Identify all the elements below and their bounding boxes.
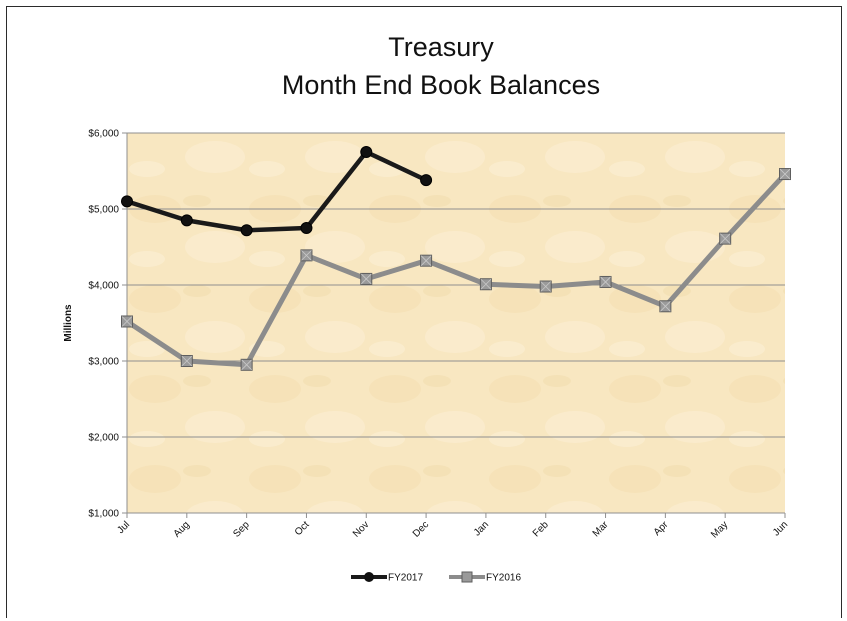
series-fy2017: [121, 146, 433, 237]
x-tick-label: Nov: [351, 519, 371, 539]
marker-bevel: [181, 355, 193, 367]
x-tick-label: Jan: [472, 519, 491, 538]
data-point: [180, 214, 193, 227]
x-tick-labels: Jul Aug Sep Oct Nov Dec Jan Feb Mar Apr May Jun: [115, 519, 790, 541]
series-line: [126, 149, 428, 233]
x-tick-label: Mar: [591, 519, 611, 539]
marker-bevel: [540, 281, 552, 292]
x-tick-label: Oct: [293, 519, 312, 538]
marker-bevel: [360, 273, 372, 285]
legend-label: FY2017: [388, 573, 423, 584]
legend-label: FY2016: [486, 573, 521, 584]
x-tick-label: Aug: [172, 519, 192, 539]
legend-item-fy2017: FY2017: [351, 572, 423, 584]
x-tick-label: Dec: [411, 519, 431, 539]
x-tick-label: Jun: [771, 519, 790, 538]
x-tick-label: Apr: [652, 519, 671, 538]
marker-bevel: [600, 276, 611, 288]
legend-item-fy2016: FY2016: [449, 571, 521, 584]
y-tick-label: $2,000: [88, 433, 119, 444]
line-chart: Treasury Month End Book Balances Million…: [63, 32, 791, 584]
data-point: [360, 146, 373, 158]
plot-area: [127, 133, 785, 513]
marker-bevel: [660, 300, 671, 312]
x-tick-label: Sep: [231, 519, 252, 540]
data-point: [300, 222, 313, 234]
y-tick-label: $5,000: [88, 205, 119, 216]
marker-bevel: [420, 255, 432, 266]
legend-marker: [461, 571, 473, 583]
marker-bevel: [121, 316, 133, 327]
legend: FY2017 FY2016: [351, 571, 521, 584]
data-point: [240, 224, 253, 237]
data-point: [121, 195, 133, 208]
marker-bevel: [301, 250, 312, 261]
x-tick-label: Feb: [531, 519, 551, 539]
series-line: [125, 172, 787, 368]
marker-bevel: [480, 278, 492, 290]
y-tick-label: $6,000: [88, 129, 119, 140]
y-axis-title: Millions: [63, 304, 74, 342]
x-tick-label: Jul: [115, 519, 132, 536]
y-tick-label: $1,000: [88, 509, 119, 520]
series-layer: [121, 146, 791, 371]
series-fy2016: [121, 168, 791, 371]
y-tick-label: $4,000: [88, 281, 119, 292]
gridlines: [127, 132, 785, 438]
y-tick-labels: $1,000 $2,000 $3,000 $4,000 $5,000 $6,000: [88, 129, 119, 520]
marker-bevel: [241, 359, 252, 371]
marker-bevel: [719, 233, 731, 244]
chart-frame: Treasury Month End Book Balances Million…: [6, 6, 842, 618]
chart-title-line-2: Month End Book Balances: [282, 70, 600, 100]
chart-title-line-1: Treasury: [388, 32, 494, 62]
y-tick-label: $3,000: [88, 357, 119, 368]
marker-bevel: [779, 168, 791, 180]
legend-marker: [364, 572, 374, 582]
data-point: [420, 174, 433, 187]
x-tick-label: May: [709, 519, 730, 540]
